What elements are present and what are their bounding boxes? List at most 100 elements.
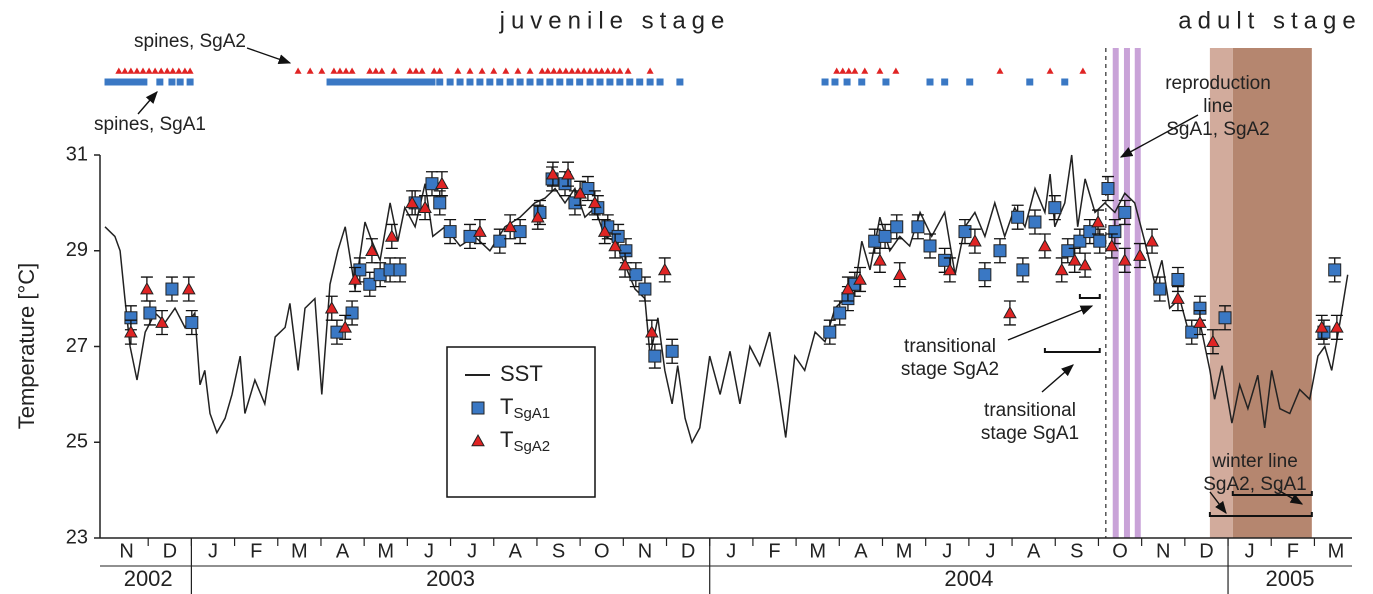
square-marker <box>648 349 662 363</box>
square-marker <box>466 78 474 86</box>
arrow <box>137 91 158 115</box>
year-label: 2003 <box>426 566 475 591</box>
square-marker <box>558 177 572 191</box>
square-marker <box>536 78 544 86</box>
square-marker <box>436 78 444 86</box>
triangle-marker <box>892 267 907 280</box>
square-marker <box>568 196 582 210</box>
triangle-marker <box>338 320 353 333</box>
square-marker <box>606 78 614 86</box>
square-marker <box>471 401 485 415</box>
annotation: adult stage <box>1178 7 1361 34</box>
square-marker <box>380 78 388 86</box>
square-marker <box>1048 201 1062 215</box>
triangle-marker <box>121 67 129 74</box>
y-tick-label: 27 <box>66 335 88 357</box>
square-marker <box>140 78 148 86</box>
square-marker <box>656 78 664 86</box>
triangle-marker <box>372 67 380 74</box>
annotation: winter line <box>1211 451 1298 472</box>
square-marker <box>546 78 554 86</box>
square-marker <box>433 196 447 210</box>
square-marker <box>958 225 972 239</box>
square-marker <box>611 229 625 243</box>
square-marker <box>476 78 484 86</box>
arrow <box>1277 489 1304 505</box>
triangle-marker <box>365 243 379 257</box>
square-marker <box>833 306 847 320</box>
month-label: N <box>638 540 652 562</box>
square-marker <box>122 78 130 86</box>
period-bracket <box>1208 512 1313 517</box>
triangle-marker <box>324 301 339 314</box>
axes: Temperature [°C] 23 25 27 29 31 N D J F M A M J J A S O N… <box>14 143 1352 594</box>
square-marker <box>882 78 890 86</box>
triangle-marker <box>851 67 859 74</box>
triangle-marker <box>1054 262 1069 276</box>
triangle-marker <box>538 67 546 74</box>
triangle-marker <box>115 67 123 74</box>
triangle-marker <box>657 262 672 276</box>
triangle-marker <box>124 325 138 338</box>
triangle-marker <box>348 272 362 285</box>
triangle-marker <box>330 67 338 74</box>
triangle-marker <box>471 433 485 447</box>
square-marker <box>636 78 644 86</box>
triangle-marker <box>530 210 545 223</box>
square-marker <box>1093 234 1107 248</box>
square-marker <box>616 78 624 86</box>
square-marker <box>186 78 194 86</box>
month-label: S <box>552 540 565 562</box>
triangle-marker <box>624 67 632 74</box>
month-label: S <box>1070 540 1083 562</box>
triangle-marker <box>418 200 432 213</box>
triangle-marker <box>853 272 867 285</box>
square-marker <box>823 325 837 339</box>
month-label: J <box>985 540 995 562</box>
square-marker <box>350 78 358 86</box>
year-label: 2005 <box>1266 566 1315 591</box>
triangle-marker <box>514 67 522 74</box>
month-label: J <box>726 540 736 562</box>
month-label: D <box>163 540 177 562</box>
month-label: J <box>942 540 952 562</box>
triangle-marker <box>406 67 414 74</box>
square-marker <box>410 78 418 86</box>
triangle-marker <box>592 67 600 74</box>
triangle-marker <box>175 67 183 74</box>
square-marker <box>493 234 507 248</box>
triangle-marker <box>157 67 165 74</box>
square-marker <box>1118 205 1132 219</box>
triangle-marker <box>608 238 622 252</box>
triangle-marker <box>1079 67 1087 74</box>
square-marker <box>586 78 594 86</box>
triangle-marker <box>412 67 420 74</box>
month-label: A <box>336 540 350 562</box>
triangle-marker <box>1330 320 1344 333</box>
y-tick-label: 29 <box>66 239 88 261</box>
triangle-marker <box>405 195 419 209</box>
plot-area <box>104 67 1349 445</box>
square-marker <box>629 268 643 282</box>
square-marker <box>362 78 370 86</box>
y-tick-label: 31 <box>66 143 88 165</box>
triangle-marker <box>1206 334 1220 348</box>
annotations: juvenile stage adult stage spines, SgA2 spi… <box>94 7 1361 515</box>
triangle-marker <box>181 282 196 295</box>
square-marker <box>993 244 1007 258</box>
square-marker <box>398 78 406 86</box>
triangle-marker <box>163 67 171 74</box>
triangle-marker <box>876 67 884 74</box>
triangle-marker <box>466 67 474 74</box>
triangle-marker <box>892 67 900 74</box>
triangle-marker <box>502 67 510 74</box>
square-marker <box>941 78 949 86</box>
winter-shading <box>1209 48 1233 538</box>
square-marker <box>911 220 925 234</box>
triangle-marker <box>845 67 853 74</box>
square-marker <box>345 306 359 320</box>
triangle-marker <box>454 67 462 74</box>
triangle-marker <box>503 219 518 233</box>
triangle-marker <box>1091 214 1105 228</box>
